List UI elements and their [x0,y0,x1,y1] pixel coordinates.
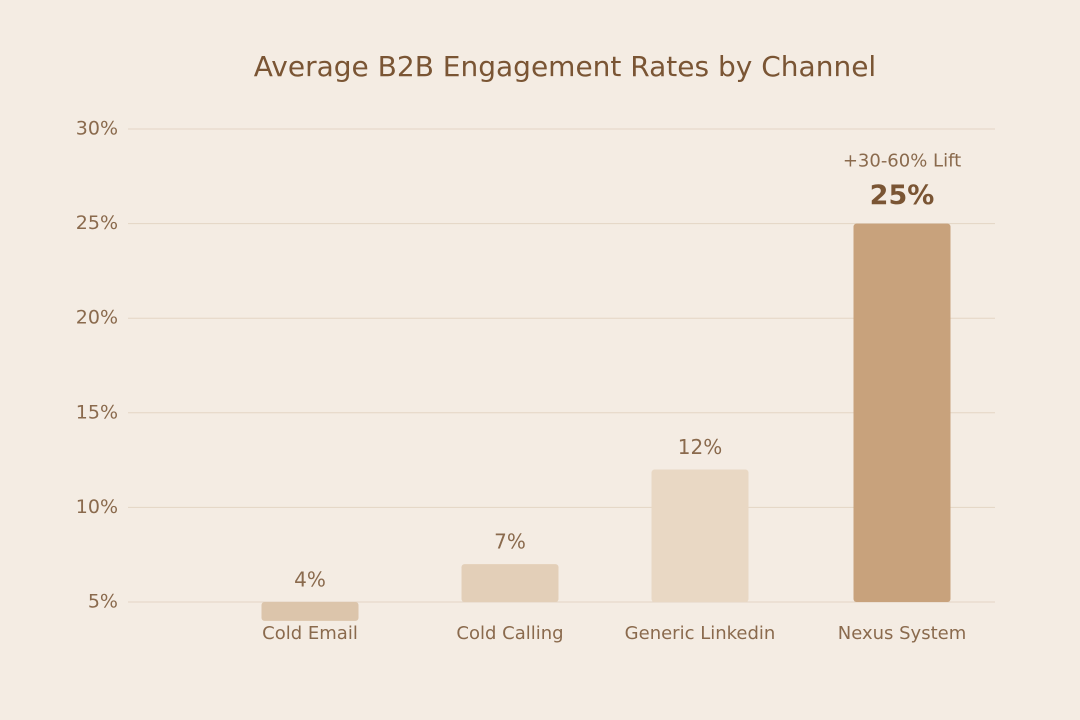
bar [261,602,359,621]
y-tick-label: 25% [76,212,118,234]
bar [461,564,559,602]
bar [651,469,749,602]
x-tick-label: Cold Calling [456,623,563,644]
x-tick-label: Generic Linkedin [625,623,776,644]
value-label: 25% [870,180,935,211]
y-tick-label: 30% [76,118,118,140]
bar [853,223,951,602]
chart-title: Average B2B Engagement Rates by Channel [254,50,876,83]
y-tick-label: 20% [76,307,118,329]
y-tick-label: 10% [76,496,118,518]
value-label: 4% [294,568,326,592]
value-label: 7% [494,530,526,554]
y-tick-label: 5% [88,591,118,613]
x-tick-label: Nexus System [838,623,967,644]
x-tick-label: Cold Email [262,623,358,644]
annotation: +30-60% Lift [843,151,961,172]
value-label: 12% [678,435,722,459]
y-tick-label: 15% [76,401,118,423]
